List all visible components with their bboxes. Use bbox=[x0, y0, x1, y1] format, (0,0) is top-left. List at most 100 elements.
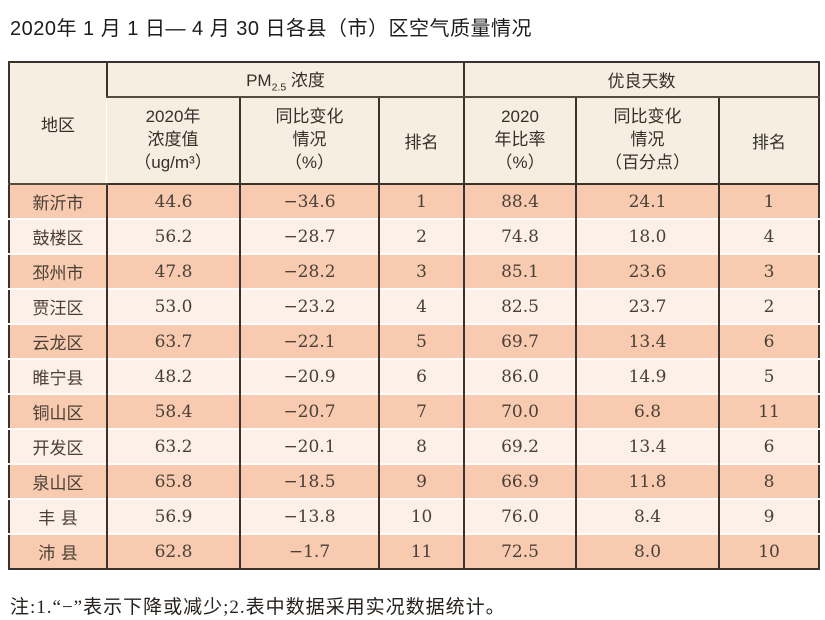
table-body: 新沂市 44.6 −34.6 1 88.4 24.1 1 鼓楼区 56.2 −2… bbox=[9, 184, 820, 569]
pm-change-cell: −28.7 bbox=[239, 218, 379, 254]
pm-rank-cell: 3 bbox=[377, 253, 465, 289]
pm25-group-header: PM2.5 浓度 bbox=[105, 62, 465, 98]
good-rate-cell: 69.7 bbox=[463, 323, 577, 359]
good-change-column-header: 同比变化 情况 （百分点） bbox=[575, 97, 720, 185]
pm-rank-cell: 8 bbox=[377, 428, 465, 464]
pm-rank-cell: 7 bbox=[377, 393, 465, 429]
pm-value-cell: 58.4 bbox=[106, 393, 240, 429]
header-line: 2020年 bbox=[145, 107, 201, 127]
good-rate-cell: 66.9 bbox=[463, 463, 577, 499]
good-change-cell: 23.7 bbox=[575, 288, 720, 324]
air-quality-table: 地区 PM2.5 浓度 优良天数 2020年 浓度值 （ug/m³） 同比变化 … bbox=[8, 61, 821, 570]
region-cell: 泉山区 bbox=[9, 463, 107, 499]
table-row: 铜山区 58.4 −20.7 7 70.0 6.8 11 bbox=[9, 393, 820, 429]
good-change-cell: 13.4 bbox=[575, 323, 720, 359]
good-rate-cell: 74.8 bbox=[463, 218, 577, 254]
good-change-cell: 24.1 bbox=[575, 184, 720, 219]
good-rate-cell: 86.0 bbox=[463, 358, 577, 394]
table-row: 丰 县 56.9 −13.8 10 76.0 8.4 9 bbox=[9, 498, 820, 534]
good-change-cell: 18.0 bbox=[575, 218, 720, 254]
pm-change-cell: −20.1 bbox=[239, 428, 379, 464]
pm-rank-cell: 9 bbox=[377, 463, 465, 499]
good-rank-cell: 4 bbox=[718, 218, 820, 254]
group-header-row: 地区 PM2.5 浓度 优良天数 bbox=[9, 62, 820, 185]
good-change-cell: 8.4 bbox=[575, 498, 720, 534]
good-change-cell: 14.9 bbox=[575, 358, 720, 394]
region-cell: 贾汪区 bbox=[9, 288, 107, 324]
pm25-label-subscript: 2.5 bbox=[271, 81, 287, 94]
header-line: （%） bbox=[284, 152, 335, 172]
good-rate-cell: 69.2 bbox=[463, 428, 577, 464]
region-cell: 沛 县 bbox=[9, 533, 107, 569]
pm-value-cell: 44.6 bbox=[106, 184, 240, 219]
table-row: 开发区 63.2 −20.1 8 69.2 13.4 6 bbox=[9, 428, 820, 464]
header-line: 2020 bbox=[501, 107, 539, 127]
good-rank-cell: 11 bbox=[718, 393, 820, 429]
pm-change-cell: −20.7 bbox=[239, 393, 379, 429]
pm-rank-cell: 4 bbox=[377, 288, 465, 324]
pm-value-column-header: 2020年 浓度值 （ug/m³） bbox=[107, 97, 240, 185]
table-row: 睢宁县 48.2 −20.9 6 86.0 14.9 5 bbox=[9, 358, 820, 394]
good-change-cell: 11.8 bbox=[575, 463, 720, 499]
pm-change-cell: −20.9 bbox=[239, 358, 379, 394]
header-line: 年比率 bbox=[494, 130, 546, 150]
good-rank-cell: 1 bbox=[718, 184, 820, 219]
table-row: 鼓楼区 56.2 −28.7 2 74.8 18.0 4 bbox=[9, 218, 820, 254]
table-row: 新沂市 44.6 −34.6 1 88.4 24.1 1 bbox=[9, 184, 820, 219]
good-change-cell: 8.0 bbox=[575, 533, 720, 569]
pm-change-cell: −22.1 bbox=[239, 323, 379, 359]
good-rate-column-header: 2020 年比率 （%） bbox=[463, 97, 577, 185]
pm-value-cell: 63.2 bbox=[106, 428, 240, 464]
pm-rank-column-header: 排名 bbox=[377, 97, 465, 185]
good-change-cell: 6.8 bbox=[575, 393, 720, 429]
table-row: 云龙区 63.7 −22.1 5 69.7 13.4 6 bbox=[9, 323, 820, 359]
header-line: 同比变化 bbox=[613, 107, 682, 127]
pm-change-cell: −34.6 bbox=[239, 184, 379, 219]
header-line: 同比变化 bbox=[275, 107, 344, 127]
pm-change-cell: −23.2 bbox=[239, 288, 379, 324]
header-line: （%） bbox=[495, 152, 545, 172]
pm-value-cell: 62.8 bbox=[106, 533, 240, 569]
good-rank-cell: 5 bbox=[718, 358, 820, 394]
good-rank-cell: 9 bbox=[718, 498, 820, 534]
pm-value-cell: 56.2 bbox=[106, 218, 240, 254]
header-line: （ug/m³） bbox=[134, 152, 212, 172]
pm-value-cell: 56.9 bbox=[106, 498, 240, 534]
pm-rank-cell: 11 bbox=[377, 533, 465, 569]
pm-rank-cell: 10 bbox=[377, 498, 465, 534]
pm-change-column-header: 同比变化 情况 （%） bbox=[239, 97, 379, 185]
good-rank-cell: 2 bbox=[718, 288, 820, 324]
good-change-cell: 23.6 bbox=[575, 253, 720, 289]
good-rate-cell: 70.0 bbox=[463, 393, 577, 429]
pm-value-cell: 65.8 bbox=[106, 463, 240, 499]
region-cell: 邳州市 bbox=[9, 253, 107, 289]
sub-header-row: 2020年 浓度值 （ug/m³） 同比变化 情况 （%） 排名 2020 年比… bbox=[9, 97, 820, 185]
region-cell: 丰 县 bbox=[9, 498, 107, 534]
good-rate-cell: 76.0 bbox=[463, 498, 577, 534]
good-days-group-header: 优良天数 bbox=[463, 62, 820, 98]
good-rate-cell: 88.4 bbox=[463, 184, 577, 219]
region-column-header: 地区 bbox=[9, 62, 107, 185]
pm-rank-cell: 1 bbox=[377, 184, 465, 219]
table-row: 泉山区 65.8 −18.5 9 66.9 11.8 8 bbox=[9, 463, 820, 499]
good-rank-column-header: 排名 bbox=[718, 97, 820, 185]
header-line: 情况 bbox=[292, 130, 327, 150]
table-row: 邳州市 47.8 −28.2 3 85.1 23.6 3 bbox=[9, 253, 820, 289]
good-rate-cell: 85.1 bbox=[463, 253, 577, 289]
pm-change-cell: −13.8 bbox=[239, 498, 379, 534]
pm-rank-cell: 5 bbox=[377, 323, 465, 359]
good-rank-cell: 10 bbox=[718, 533, 820, 569]
pm-value-cell: 63.7 bbox=[106, 323, 240, 359]
table-row: 贾汪区 53.0 −23.2 4 82.5 23.7 2 bbox=[9, 288, 820, 324]
good-rank-cell: 6 bbox=[718, 323, 820, 359]
pm-change-cell: −1.7 bbox=[239, 533, 379, 569]
pm-change-cell: −18.5 bbox=[239, 463, 379, 499]
pm25-label-suffix: 浓度 bbox=[286, 70, 325, 90]
header-line: 浓度值 bbox=[147, 130, 199, 150]
table-footnote: 注:1.“−”表示下降或减少;2.表中数据采用实况数据统计。 bbox=[10, 597, 506, 618]
good-rank-cell: 3 bbox=[718, 253, 820, 289]
good-change-cell: 13.4 bbox=[575, 428, 720, 464]
pm-rank-cell: 6 bbox=[377, 358, 465, 394]
header-line: 情况 bbox=[630, 130, 665, 150]
